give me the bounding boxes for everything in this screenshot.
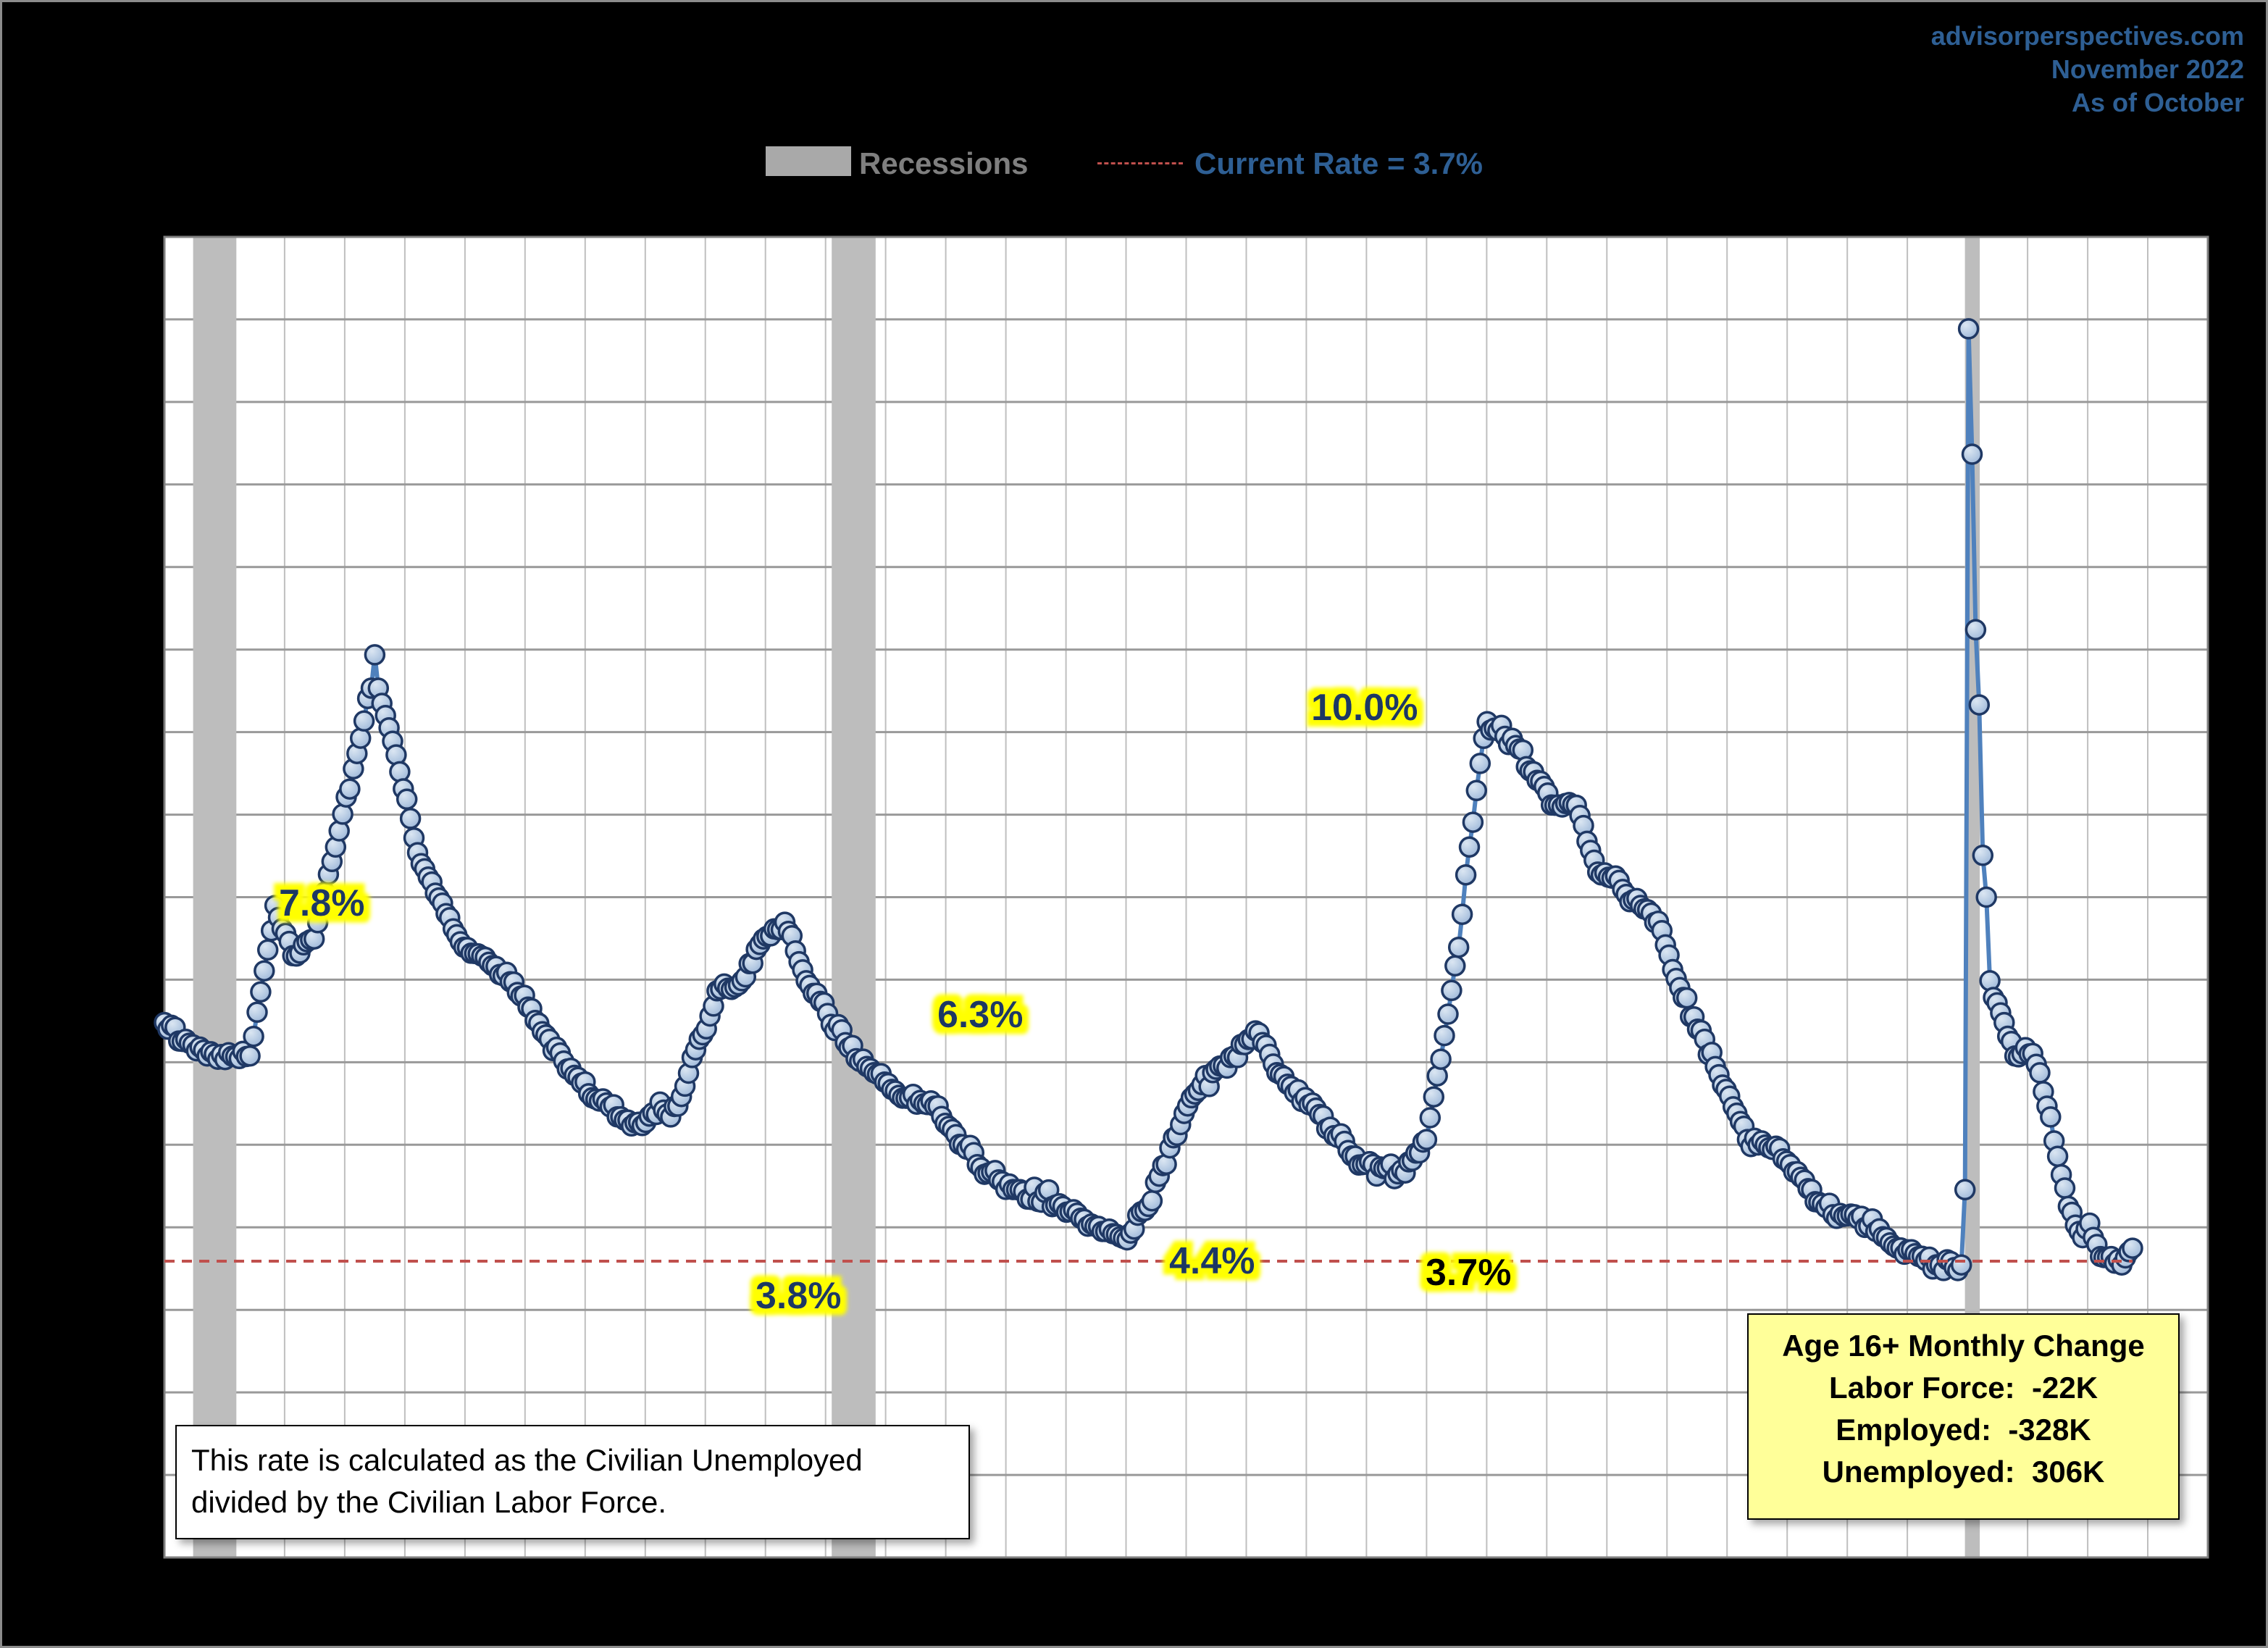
svg-text:6.3%: 6.3% bbox=[937, 994, 1024, 1036]
svg-text:3.8%: 3.8% bbox=[756, 1275, 842, 1317]
svg-text:10.0%: 10.0% bbox=[1311, 687, 1418, 729]
svg-text:4.4%: 4.4% bbox=[1169, 1240, 1255, 1282]
svg-text:3.7%: 3.7% bbox=[1426, 1252, 1512, 1294]
svg-text:7.8%: 7.8% bbox=[279, 882, 365, 924]
